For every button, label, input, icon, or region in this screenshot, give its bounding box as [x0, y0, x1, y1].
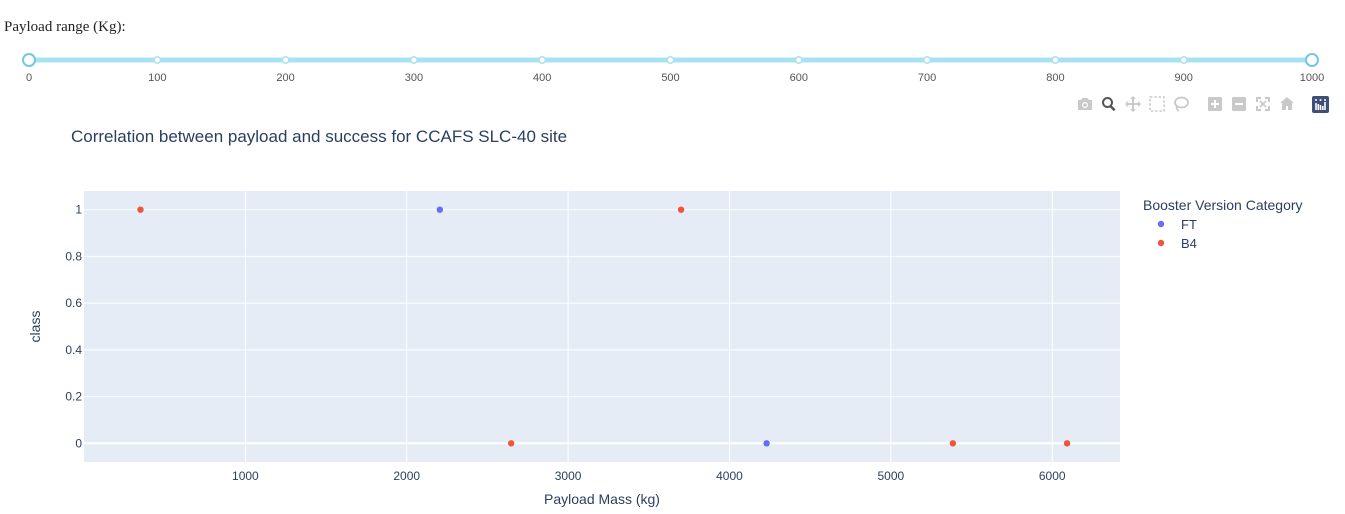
zoom-in-icon[interactable]	[1204, 95, 1225, 113]
x-tick-label: 6000	[1039, 469, 1066, 483]
slider-tick-dot	[538, 56, 547, 64]
reset-axes-icon[interactable]	[1276, 95, 1297, 113]
lasso-icon[interactable]	[1170, 95, 1191, 113]
x-tick-label: 3000	[555, 469, 582, 483]
y-tick-label: 1	[75, 203, 82, 217]
modebar-group-view	[1204, 95, 1297, 113]
x-tick-label: 1000	[232, 469, 259, 483]
data-point-b4[interactable]	[677, 206, 685, 213]
legend-label-ft[interactable]: FT	[1181, 217, 1197, 232]
x-axis-label: Payload Mass (kg)	[544, 491, 660, 507]
data-point-b4[interactable]	[507, 440, 515, 447]
slider-tick-label: 0	[26, 72, 32, 84]
pan-icon[interactable]	[1122, 95, 1143, 113]
legend-marker-ft[interactable]	[1157, 220, 1165, 228]
slider-handle-min[interactable]	[22, 53, 36, 67]
slider-tick-label: 900	[1175, 72, 1193, 84]
zoom-icon[interactable]	[1098, 95, 1119, 113]
legend-marker-b4[interactable]	[1157, 239, 1165, 247]
data-point-b4[interactable]	[137, 206, 144, 213]
slider-tick-dot	[1051, 56, 1060, 64]
modebar-group-logo	[1310, 95, 1331, 113]
box-select-icon[interactable]	[1146, 95, 1167, 113]
slider-label: Payload range (Kg):	[4, 19, 126, 35]
slider-tick-label: 800	[1046, 72, 1064, 84]
chart-title: Correlation between payload and success …	[71, 127, 567, 146]
modebar	[1064, 95, 1331, 113]
y-tick-label: 0.2	[65, 390, 82, 404]
slider-tick-dot	[153, 56, 162, 64]
data-point-ft[interactable]	[436, 206, 444, 213]
x-tick-label: 2000	[393, 469, 420, 483]
y-tick-label: 0.4	[65, 343, 82, 357]
slider-tick-dot	[666, 56, 675, 64]
slider-tick-label: 200	[276, 72, 294, 84]
camera-icon[interactable]	[1074, 95, 1095, 113]
scatter-chart: Correlation between payload and success …	[27, 127, 1303, 507]
y-tick-label: 0.6	[65, 296, 82, 310]
payload-range-slider[interactable]: 0 100 200 300 400 500 600 700 800 900 1000	[0, 44, 1345, 89]
data-point-b4[interactable]	[1063, 440, 1071, 447]
slider-tick-dot	[923, 56, 932, 64]
plotly-logo-icon[interactable]	[1310, 95, 1331, 113]
x-tick-label: 4000	[716, 469, 743, 483]
slider-tick-label: 400	[533, 72, 551, 84]
plot-area	[84, 191, 1120, 462]
autoscale-icon[interactable]	[1252, 95, 1273, 113]
slider-tick-label: 700	[918, 72, 936, 84]
x-tick-label: 5000	[878, 469, 905, 483]
legend-title: Booster Version Category	[1143, 197, 1303, 213]
data-point-ft[interactable]	[763, 440, 770, 447]
legend-label-b4[interactable]: B4	[1181, 236, 1197, 251]
slider-handle-max[interactable]	[1305, 53, 1319, 67]
zoom-out-icon[interactable]	[1228, 95, 1249, 113]
y-tick-label: 0	[75, 436, 82, 450]
slider-tick-label: 1000	[1300, 72, 1324, 84]
data-point-b4[interactable]	[949, 440, 957, 447]
y-axis-label: class	[27, 311, 43, 343]
y-tick-label: 0.8	[65, 249, 82, 263]
slider-tick-label: 300	[405, 72, 423, 84]
slider-tick-dot	[1179, 56, 1188, 64]
slider-tick-label: 600	[790, 72, 808, 84]
slider-tick-label: 500	[661, 72, 679, 84]
slider-tick-label: 100	[148, 72, 166, 84]
modebar-group-primary	[1074, 95, 1191, 113]
slider-tick-dot	[794, 56, 803, 64]
slider-tick-dot	[281, 56, 290, 64]
slider-tick-dot	[409, 56, 418, 64]
